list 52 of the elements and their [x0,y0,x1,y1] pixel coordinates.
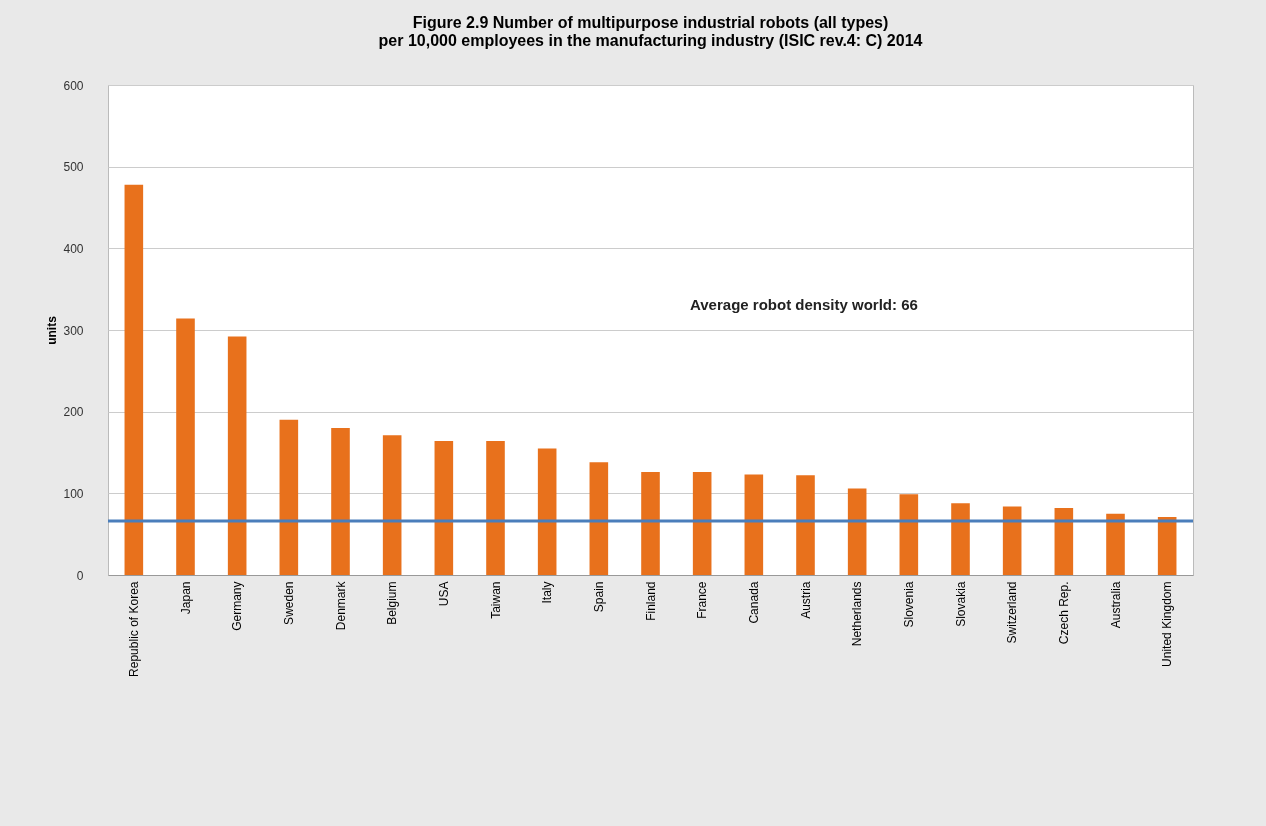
chart-title: Figure 2.9 Number of multipurpose industrial robots (all types) per 10,000 employees in the manufacturing industry (ISIC rev.4: C) 2014 [378,14,923,49]
bar [382,435,402,575]
x-tick-label: Netherlands [850,581,865,647]
bar [589,462,609,575]
annotation: Average robot density world: 66 [690,296,918,313]
bar [537,448,557,575]
bar [796,475,815,575]
x-tick-label: Republic of Korea [126,581,141,677]
bar [434,441,454,575]
x-tick-label: Finland [643,581,658,621]
x-tick-label: Slovenia [901,581,916,628]
x-tick-label: Denmark [333,580,348,631]
x-tick-label: Australia [1108,581,1123,629]
x-tick-label: Taiwan [488,581,503,619]
bar [1157,517,1177,575]
bar [279,419,299,575]
x-tick-label: Slovakia [953,581,968,627]
bar [641,472,660,575]
bar [847,488,867,575]
x-tick-label: Switzerland [1005,581,1020,644]
bar [1054,508,1074,575]
bar [331,428,350,575]
bar [227,336,247,575]
x-tick-label: France [695,581,710,619]
y-tick-label: 0 [76,568,84,583]
y-axis-title: units [45,315,60,345]
x-tick-label: Belgium [385,581,400,625]
x-tick-label: Spain [591,581,606,613]
x-tick-label: Czech Rep. [1056,581,1071,645]
bar [692,472,712,575]
bar [486,441,505,575]
x-tick-label: United Kingdom [1160,581,1175,667]
x-tick-label: Austria [798,581,813,619]
y-tick-label: 100 [63,486,84,501]
x-tick-label: Sweden [281,581,296,625]
x-tick-label: Japan [178,581,193,615]
y-tick-label: 300 [63,323,84,338]
bar [951,503,970,575]
y-tick-label: 500 [63,160,84,175]
bar [124,184,144,575]
y-tick-label: 600 [63,78,84,93]
bar [899,494,919,575]
bar [176,318,195,575]
bar [744,474,764,575]
y-tick-label: 200 [63,405,84,420]
bar [1002,506,1022,575]
y-tick-label: 400 [63,241,84,256]
x-tick-label: USA [436,581,451,607]
bar [1106,513,1125,575]
x-tick-label: Italy [540,581,555,604]
x-tick-label: Canada [746,581,761,624]
x-tick-label: Germany [230,581,245,631]
